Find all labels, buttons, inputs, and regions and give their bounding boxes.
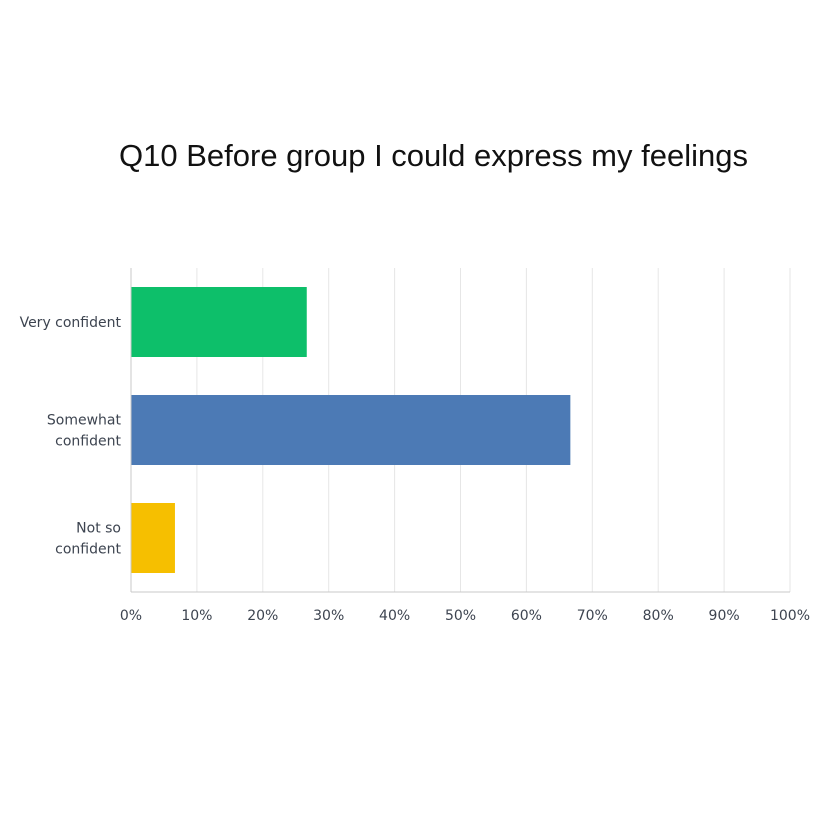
x-tick-label: 0% <box>120 608 142 624</box>
bars <box>131 287 571 573</box>
x-tick-label: 20% <box>247 608 278 624</box>
x-tick-label: 40% <box>379 608 410 624</box>
bar[interactable] <box>131 503 175 573</box>
x-tick-labels: 0% 10% 20% 30% 40% 50% 60% 70% 80% 90% 100% <box>120 608 810 624</box>
category-label: confident <box>55 434 121 450</box>
category-label: Very confident <box>20 315 122 331</box>
axes <box>130 268 790 593</box>
x-tick-label: 30% <box>313 608 344 624</box>
x-tick-label: 50% <box>445 608 476 624</box>
category-label: Somewhat <box>47 413 122 429</box>
x-tick-label: 10% <box>181 608 212 624</box>
category-label: Not so <box>76 521 121 537</box>
bar[interactable] <box>131 287 307 357</box>
x-tick-label: 90% <box>709 608 740 624</box>
bar[interactable] <box>131 395 571 465</box>
category-label: confident <box>55 542 121 558</box>
x-tick-label: 60% <box>511 608 542 624</box>
chart-title: Q10 Before group I could express my feel… <box>119 138 748 173</box>
category-labels: Very confident Somewhat confident Not so con… <box>20 315 122 558</box>
x-tick-label: 70% <box>577 608 608 624</box>
x-tick-label: 80% <box>643 608 674 624</box>
x-tick-label: 100% <box>770 608 810 624</box>
